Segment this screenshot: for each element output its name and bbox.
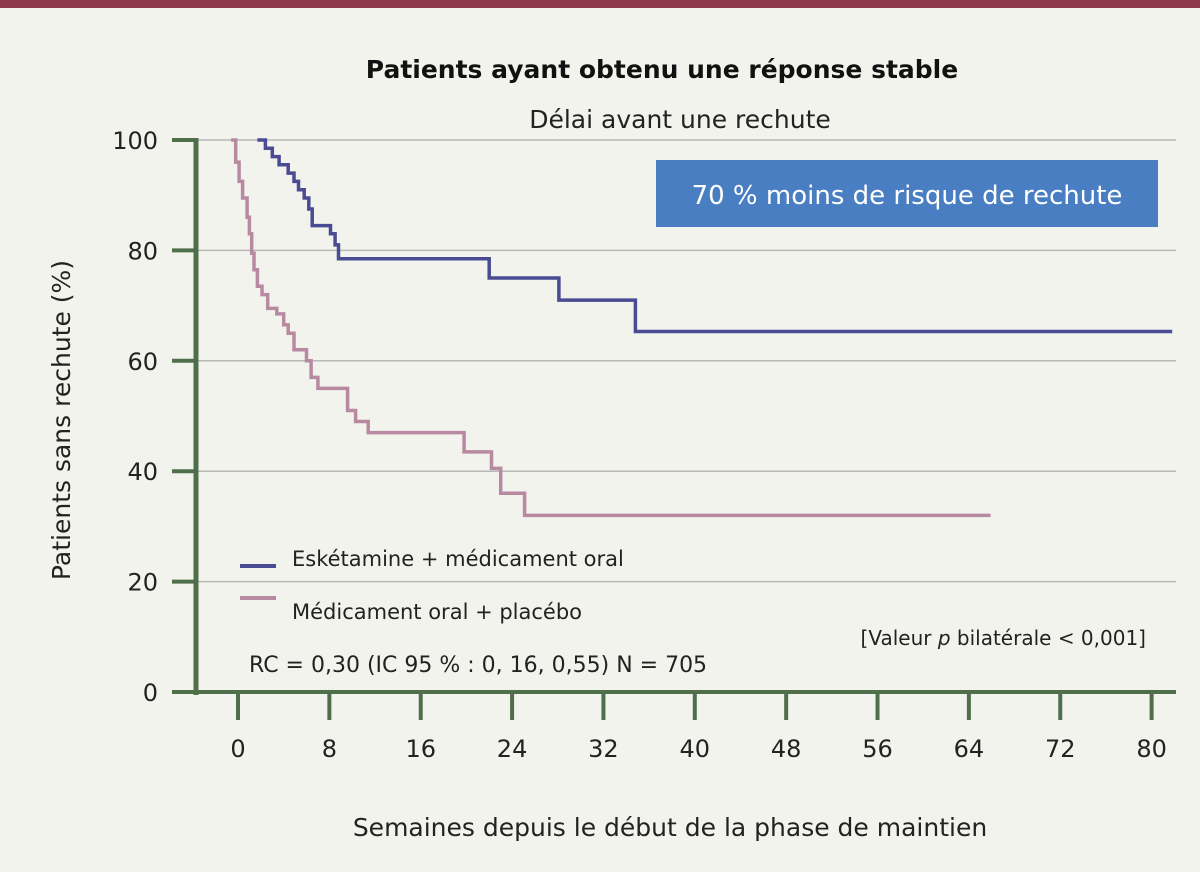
p-value-italic: p [937,626,951,650]
x-tick-label-56: 56 [862,735,893,763]
top-rule [0,0,1200,8]
x-tick-label-24: 24 [497,735,528,763]
p-value-suffix: bilatérale < 0,001] [951,626,1146,650]
x-tick-label-16: 16 [405,735,436,763]
p-value-prefix: [Valeur [861,626,938,650]
y-tick-label-100: 100 [112,127,158,155]
x-tick-label-40: 40 [680,735,711,763]
x-tick-label-80: 80 [1136,735,1167,763]
callout-text: 70 % moins de risque de rechute [692,181,1123,211]
x-tick-label-8: 8 [322,735,337,763]
legend: Eskétamine + médicament oral Médicament … [240,547,624,624]
y-tick-label-20: 20 [127,569,158,597]
chart-subtitle: Délai avant une rechute [529,105,831,134]
x-tick-label-32: 32 [588,735,619,763]
p-value-note: [Valeur p bilatérale < 0,001] [861,626,1146,650]
grid-lines [196,139,1176,583]
axes [172,138,1176,720]
hazard-ratio-text: RC = 0,30 (IC 95 % : 0, 16, 0,55) N = 70… [249,653,707,678]
y-axis-label: Patients sans rechute (%) [47,260,76,580]
chart-title: Patients ayant obtenu une réponse stable [366,55,958,84]
callout-box [656,160,1158,227]
y-tick-label-80: 80 [127,237,158,265]
y-tick-label-0: 0 [143,679,158,707]
x-tick-label-64: 64 [954,735,985,763]
series-lines [231,138,1173,518]
x-axis-label: Semaines depuis le début de la phase de … [353,813,987,842]
legend-label-placebo: Médicament oral + placébo [292,600,582,624]
tick-labels: 0 20 40 60 80 100 0 8 16 24 32 40 48 56 64 72 80 [112,127,1167,763]
y-tick-label-40: 40 [127,458,158,486]
x-tick-label-48: 48 [771,735,802,763]
series-line-0 [257,138,1173,334]
x-tick-label-0: 0 [230,735,245,763]
legend-label-eskétamine: Eskétamine + médicament oral [292,547,624,571]
x-tick-label-72: 72 [1045,735,1076,763]
y-tick-label-60: 60 [127,348,158,376]
series-line-1 [231,138,991,518]
